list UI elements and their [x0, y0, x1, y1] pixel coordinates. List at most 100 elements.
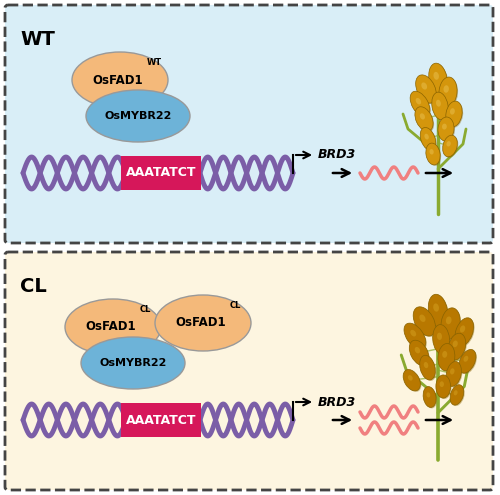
Ellipse shape: [422, 82, 427, 90]
Ellipse shape: [464, 356, 468, 362]
Ellipse shape: [86, 90, 190, 142]
Ellipse shape: [410, 91, 430, 117]
Ellipse shape: [410, 330, 416, 337]
Text: OsMYBR22: OsMYBR22: [104, 111, 172, 121]
Text: CL: CL: [20, 277, 47, 296]
Ellipse shape: [432, 92, 448, 120]
Ellipse shape: [446, 361, 462, 386]
Ellipse shape: [455, 318, 473, 346]
Ellipse shape: [439, 345, 456, 372]
Text: OsFAD1: OsFAD1: [86, 320, 136, 334]
Ellipse shape: [408, 375, 412, 381]
Text: CL: CL: [140, 305, 151, 314]
Ellipse shape: [433, 303, 439, 312]
Ellipse shape: [424, 388, 437, 408]
Ellipse shape: [446, 316, 452, 324]
Ellipse shape: [450, 368, 454, 375]
Ellipse shape: [414, 308, 436, 337]
Ellipse shape: [410, 340, 429, 366]
Ellipse shape: [442, 351, 447, 358]
Ellipse shape: [434, 326, 450, 355]
Ellipse shape: [426, 143, 440, 165]
FancyBboxPatch shape: [121, 403, 201, 437]
Ellipse shape: [448, 333, 466, 360]
Ellipse shape: [439, 77, 457, 107]
Ellipse shape: [415, 107, 433, 131]
Ellipse shape: [454, 390, 458, 396]
Ellipse shape: [414, 347, 420, 353]
Ellipse shape: [440, 381, 444, 387]
FancyBboxPatch shape: [121, 156, 201, 190]
Text: BRD3: BRD3: [318, 148, 356, 161]
Ellipse shape: [411, 92, 431, 118]
Ellipse shape: [65, 299, 161, 355]
Ellipse shape: [416, 98, 421, 104]
Ellipse shape: [450, 385, 464, 405]
Ellipse shape: [441, 308, 460, 339]
Text: WT: WT: [20, 30, 55, 49]
Ellipse shape: [447, 362, 462, 387]
Ellipse shape: [155, 295, 251, 351]
Ellipse shape: [424, 134, 429, 140]
Ellipse shape: [460, 325, 466, 333]
Ellipse shape: [410, 341, 430, 367]
Ellipse shape: [424, 362, 428, 368]
FancyBboxPatch shape: [5, 252, 493, 490]
Ellipse shape: [442, 135, 458, 157]
Text: BRD3: BRD3: [318, 396, 356, 408]
Ellipse shape: [421, 129, 437, 151]
Ellipse shape: [449, 334, 466, 361]
Ellipse shape: [420, 113, 425, 119]
Ellipse shape: [416, 76, 438, 104]
Ellipse shape: [450, 108, 455, 115]
Ellipse shape: [81, 337, 185, 389]
Text: OsFAD1: OsFAD1: [92, 73, 144, 87]
Text: AAATATCT: AAATATCT: [126, 166, 196, 180]
Ellipse shape: [446, 141, 450, 147]
Text: WT: WT: [146, 58, 162, 67]
Ellipse shape: [444, 85, 449, 93]
Ellipse shape: [442, 309, 461, 340]
Ellipse shape: [420, 355, 436, 380]
Text: OsMYBR22: OsMYBR22: [100, 358, 166, 368]
Ellipse shape: [413, 307, 436, 336]
Ellipse shape: [404, 371, 421, 392]
Text: CL: CL: [230, 301, 241, 310]
Ellipse shape: [438, 344, 455, 371]
Ellipse shape: [459, 349, 476, 373]
Ellipse shape: [423, 387, 436, 407]
Ellipse shape: [434, 72, 439, 80]
Ellipse shape: [405, 324, 427, 350]
Ellipse shape: [438, 117, 454, 141]
Ellipse shape: [446, 101, 462, 127]
Ellipse shape: [452, 341, 458, 347]
Text: AAATATCT: AAATATCT: [126, 413, 196, 427]
Ellipse shape: [72, 52, 168, 108]
Ellipse shape: [416, 108, 434, 132]
Ellipse shape: [432, 325, 450, 354]
Ellipse shape: [420, 314, 426, 322]
FancyBboxPatch shape: [5, 5, 493, 243]
Text: OsFAD1: OsFAD1: [176, 316, 226, 330]
Ellipse shape: [430, 64, 448, 96]
Ellipse shape: [428, 294, 448, 328]
Ellipse shape: [444, 136, 458, 158]
Ellipse shape: [426, 393, 430, 397]
Ellipse shape: [404, 323, 426, 349]
Ellipse shape: [420, 128, 436, 150]
Ellipse shape: [436, 99, 441, 106]
Ellipse shape: [430, 149, 434, 154]
Ellipse shape: [420, 356, 436, 381]
Ellipse shape: [437, 376, 452, 399]
Ellipse shape: [427, 144, 441, 166]
Ellipse shape: [451, 386, 464, 406]
Ellipse shape: [456, 319, 474, 347]
Ellipse shape: [436, 375, 450, 398]
Ellipse shape: [429, 296, 449, 329]
Ellipse shape: [439, 118, 455, 142]
Ellipse shape: [442, 124, 447, 130]
Ellipse shape: [403, 370, 420, 391]
Ellipse shape: [440, 78, 458, 108]
Ellipse shape: [460, 350, 477, 374]
Ellipse shape: [447, 102, 463, 128]
